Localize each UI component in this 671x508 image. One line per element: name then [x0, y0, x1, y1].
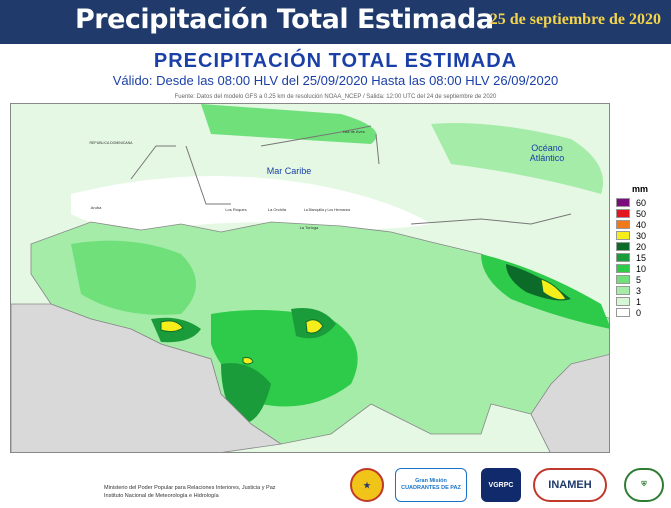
legend-label: 20 — [636, 241, 647, 252]
legend-row-0: 0 — [616, 307, 668, 318]
legend-swatch — [616, 286, 630, 295]
precipitation-legend: mm 60 50 40 30 20 15 10 5 3 1 0 — [616, 184, 668, 318]
legend-swatch — [616, 242, 630, 251]
legend-row-40: 40 — [616, 219, 668, 230]
forecast-date: 25 de septiembre de 2020 — [489, 11, 661, 28]
legend-label: 30 — [636, 230, 647, 241]
label-los-roques: Los Roques — [225, 207, 246, 212]
heavy-core-west — [160, 320, 184, 333]
legend-swatch — [616, 275, 630, 284]
footer-ministry: Ministerio del Poder Popular para Relaci… — [104, 485, 276, 491]
guyana-land — [530, 354, 609, 452]
legend-label: 15 — [636, 252, 647, 263]
legend-swatch — [616, 253, 630, 262]
legend-label: 5 — [636, 274, 642, 285]
legend-swatch — [616, 264, 630, 273]
maritime-boundary-1 — [130, 145, 176, 180]
inameh-logo: INAMEH — [533, 468, 607, 502]
footer-institute: Instituto Nacional de Meteorología e Hid… — [104, 493, 219, 499]
heavy-core-east — [540, 278, 567, 301]
legend-row-20: 20 — [616, 241, 668, 252]
maritime-boundary-3 — [260, 125, 372, 147]
maritime-boundary-4 — [375, 133, 380, 165]
label-sea: Mar Caribe — [267, 166, 312, 176]
legend-swatch — [616, 198, 630, 207]
footer-credits: Ministerio del Poder Popular para Relaci… — [104, 484, 344, 500]
legend-label: 0 — [636, 307, 642, 318]
heavy-core-south — [242, 357, 254, 365]
label-rep-dominicana: REPUBLICA DOMINICANA — [90, 141, 134, 145]
rain-band-northeast — [431, 123, 603, 194]
legend-swatch — [616, 231, 630, 240]
shield-logo: ⛨ — [624, 468, 664, 502]
legend-unit: mm — [632, 184, 649, 194]
dry-zone-sea — [71, 176, 431, 230]
label-la-orchila: La Orchila — [268, 207, 287, 212]
legend-row-50: 50 — [616, 208, 668, 219]
label-ocean-2: Atlántico — [530, 153, 565, 163]
vgrpc-logo: VGRPC — [481, 468, 521, 502]
precipitation-map: Mar Caribe Océano Atlántico REPUBLICA DO… — [10, 103, 610, 453]
legend-label: 10 — [636, 263, 647, 274]
legend-label: 40 — [636, 219, 647, 230]
label-isla-aves: Isla de Aves — [343, 129, 365, 134]
header-banner: Precipitación Total Estimada 25 de septi… — [0, 0, 671, 44]
label-aruba: Aruba — [91, 205, 102, 210]
legend-row-30: 30 — [616, 230, 668, 241]
label-margarita: La Blanquilla y Los Hermanos — [304, 208, 351, 212]
legend-label: 3 — [636, 285, 642, 296]
legend-swatch — [616, 220, 630, 229]
gran-mision-logo: Gran Misión CUADRANTES DE PAZ — [395, 468, 467, 502]
legend-row-3: 3 — [616, 285, 668, 296]
legend-label: 60 — [636, 197, 647, 208]
legend-label: 1 — [636, 296, 642, 307]
legend-row-60: 60 — [616, 197, 668, 208]
label-ocean-1: Océano — [531, 143, 563, 153]
legend-row-10: 10 — [616, 263, 668, 274]
label-la-tortuga: La Tortuga — [300, 225, 320, 230]
heavy-core-central — [305, 319, 324, 334]
rain-band-north — [201, 104, 377, 144]
legend-row-15: 15 — [616, 252, 668, 263]
legend-swatch — [616, 308, 630, 317]
map-heading: PRECIPITACIÓN TOTAL ESTIMADA — [153, 50, 518, 72]
data-source: Fuente: Datos del modelo GFS a 0.25 km d… — [174, 94, 497, 100]
legend-swatch — [616, 297, 630, 306]
rain-area-west — [71, 240, 196, 315]
validity-period: Válido: Desde las 08:00 HLV del 25/09/20… — [112, 73, 559, 88]
legend-row-5: 5 — [616, 274, 668, 285]
legend-row-1: 1 — [616, 296, 668, 307]
maritime-boundary-2 — [185, 145, 231, 205]
legend-swatch — [616, 209, 630, 218]
maritime-boundary-5 — [410, 213, 572, 225]
map-canvas: Mar Caribe Océano Atlántico REPUBLICA DO… — [11, 104, 609, 452]
colombia-land — [11, 303, 283, 452]
venezuela-seal-logo: ★ — [350, 468, 384, 502]
legend-label: 50 — [636, 208, 647, 219]
page-title: Precipitación Total Estimada — [75, 4, 494, 35]
